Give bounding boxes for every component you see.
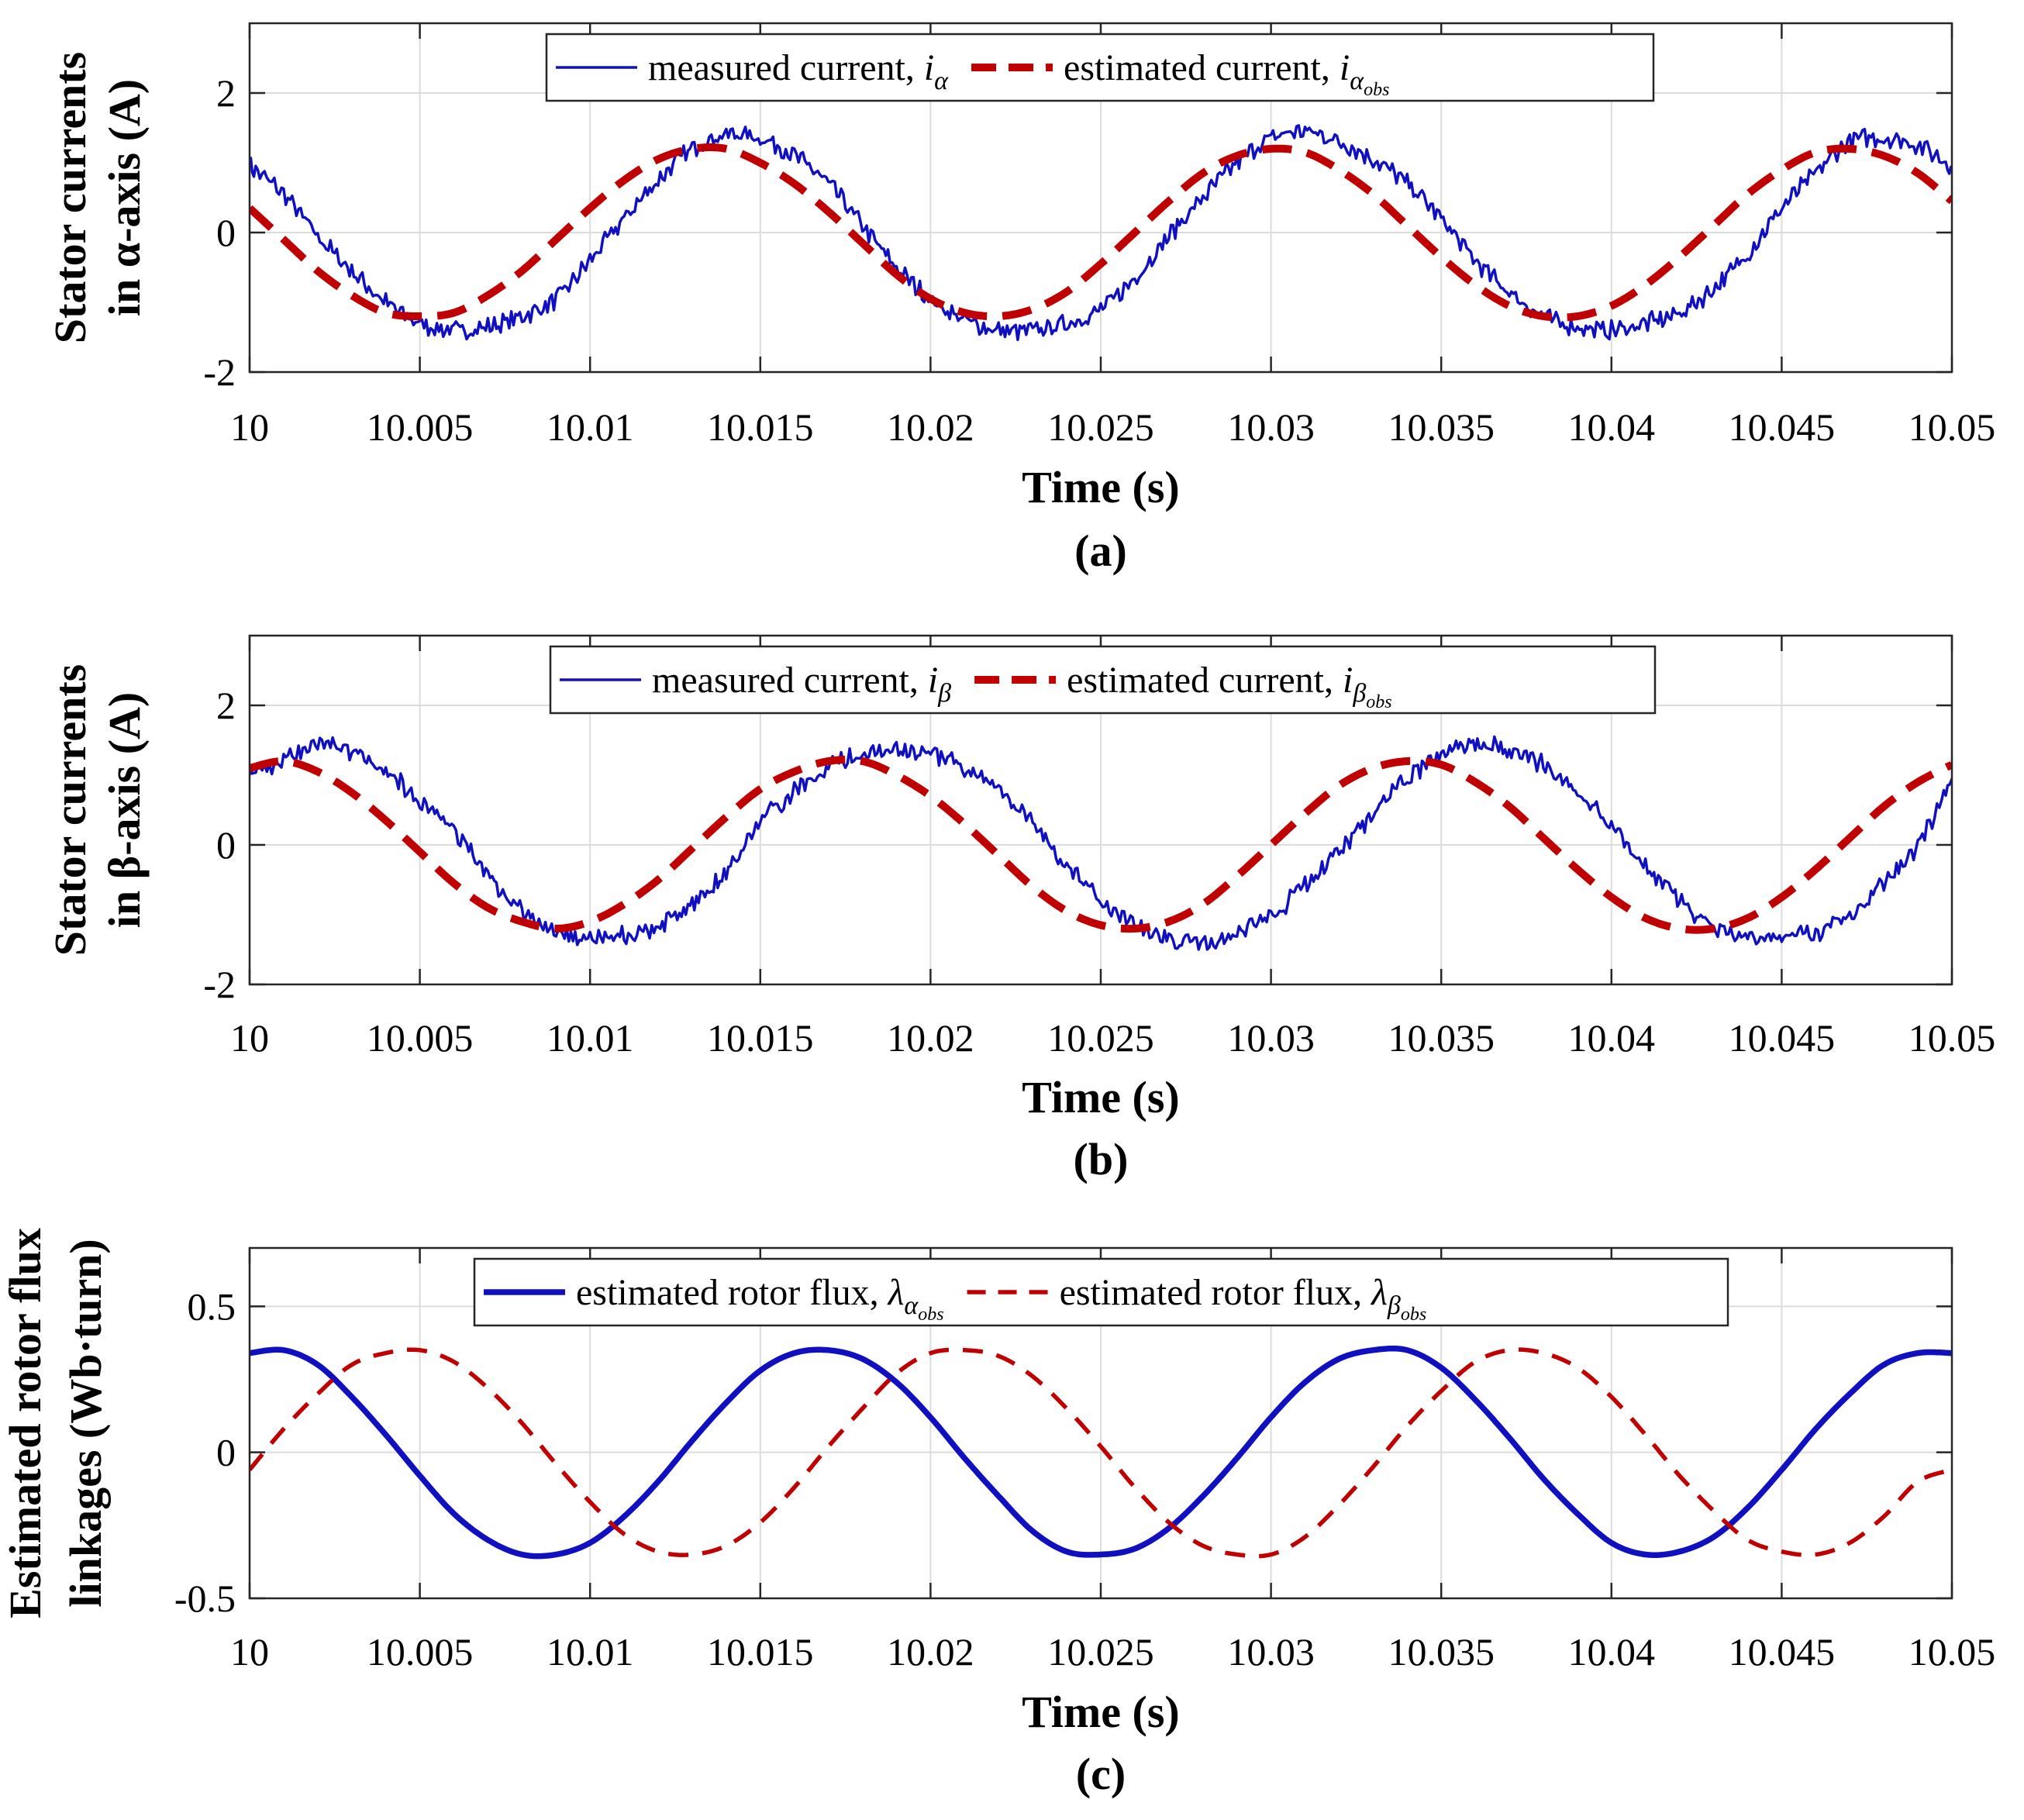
legend-label: estimated current, xyxy=(1067,660,1343,701)
x-tick-label: 10.005 xyxy=(367,405,474,449)
x-tick-label: 10.015 xyxy=(707,1630,814,1674)
legend-label: estimated rotor flux, xyxy=(1060,1272,1372,1313)
legend-subscript: α xyxy=(934,67,949,95)
x-tick-label: 10.04 xyxy=(1568,1016,1656,1060)
x-tick-label: 10.02 xyxy=(887,1016,974,1060)
x-tick-label: 10.05 xyxy=(1908,1016,1996,1060)
y-axis-label-line: Estimated rotor flux xyxy=(0,1228,50,1618)
legend-label: estimated rotor flux, xyxy=(576,1272,888,1313)
x-tick-label: 10.01 xyxy=(547,1630,634,1674)
x-tick-label: 10.03 xyxy=(1227,1630,1315,1674)
panel-label: (a) xyxy=(1074,526,1127,576)
tick-marks xyxy=(248,23,1953,374)
legend-label: measured current, xyxy=(648,47,924,88)
x-tick-label: 10.02 xyxy=(887,405,974,449)
y-axis-label-line: linkages (Wb·turn) xyxy=(60,1239,111,1607)
legend-label: estimated current, xyxy=(1064,47,1340,88)
y-axis-label-line: Stator currents xyxy=(45,664,95,956)
series-line-secondary xyxy=(250,143,1952,322)
legend-subscript: β xyxy=(1387,1291,1401,1320)
x-tick-label: 10 xyxy=(230,405,269,449)
x-tick-label: 10.045 xyxy=(1729,1630,1836,1674)
y-axis-label-line: Stator currents xyxy=(45,52,95,343)
x-tick-label: 10.035 xyxy=(1388,405,1495,449)
legend-box xyxy=(473,1257,1729,1327)
legend-label: measured current, xyxy=(652,660,928,701)
legend-entry: measured current, iα xyxy=(648,47,949,95)
legend-symbol: λ xyxy=(887,1272,905,1313)
x-tick-label: 10.015 xyxy=(707,405,814,449)
y-tick-label: -0.5 xyxy=(174,1577,236,1620)
y-tick-label: 0 xyxy=(216,1431,236,1474)
y-axis-label-line: in β-axis (A) xyxy=(99,692,150,928)
x-axis-label: Time (s) xyxy=(1022,1687,1180,1737)
legend-entry: estimated rotor flux, λβobs xyxy=(1060,1272,1427,1325)
legend-symbol: i xyxy=(924,47,934,88)
legend-symbol: i xyxy=(1343,660,1353,701)
x-tick-label: 10.05 xyxy=(1908,405,1996,449)
x-tick-label: 10.04 xyxy=(1568,1630,1656,1674)
legend-subscript: α xyxy=(1350,67,1364,95)
legend-symbol: i xyxy=(1340,47,1350,88)
x-tick-label: 10.025 xyxy=(1047,1630,1154,1674)
x-tick-label: 10.035 xyxy=(1388,1630,1495,1674)
legend-sub-subscript: obs xyxy=(1364,80,1389,100)
x-tick-label: 10.04 xyxy=(1568,405,1656,449)
legend-subscript: α xyxy=(904,1291,919,1320)
legend-entry: measured current, iβ xyxy=(652,660,951,708)
x-tick-label: 10.035 xyxy=(1388,1016,1495,1060)
x-tick-label: 10.005 xyxy=(367,1630,474,1674)
legend-sub-subscript: obs xyxy=(1401,1305,1426,1325)
legend-symbol: i xyxy=(928,660,938,701)
legend: measured current, iβ estimated current, i… xyxy=(549,645,1657,715)
x-tick-label: 10.03 xyxy=(1227,405,1315,449)
x-axis-label: Time (s) xyxy=(1022,462,1180,512)
panel-label: (c) xyxy=(1076,1749,1126,1799)
y-tick-label: 2 xyxy=(216,684,236,727)
legend-box xyxy=(545,33,1655,102)
x-tick-label: 10 xyxy=(230,1630,269,1674)
x-tick-label: 10 xyxy=(230,1016,269,1060)
series-line-primary xyxy=(250,735,1952,951)
x-tick-label: 10.025 xyxy=(1047,405,1154,449)
chart-panel-a: 10 10.005 10.01 10.015 10.02 10.025 10.03 10.03… xyxy=(45,22,1996,576)
x-tick-label: 10.05 xyxy=(1908,1630,1996,1674)
x-tick-label: 10.005 xyxy=(367,1016,474,1060)
legend-subscript: β xyxy=(937,679,951,708)
series-line-secondary xyxy=(250,756,1952,934)
series-line-secondary xyxy=(250,1347,1952,1559)
y-tick-label: 2 xyxy=(216,71,236,115)
x-tick-label: 10.03 xyxy=(1227,1016,1315,1060)
chart-panel-b: 10 10.005 10.01 10.015 10.02 10.025 10.03 10.03… xyxy=(45,634,1996,1184)
legend: measured current, iα estimated current, i… xyxy=(545,33,1655,102)
panel-label: (b) xyxy=(1074,1134,1129,1184)
legend-symbol: λ xyxy=(1370,1272,1388,1313)
x-tick-label: 10.01 xyxy=(547,405,634,449)
legend-sub-subscript: obs xyxy=(1366,692,1391,712)
x-tick-label: 10.045 xyxy=(1729,405,1836,449)
x-tick-label: 10.02 xyxy=(887,1630,974,1674)
y-tick-label: 0 xyxy=(216,211,236,254)
y-tick-label: 0 xyxy=(216,823,236,867)
legend-box xyxy=(549,645,1657,715)
series-line-primary xyxy=(250,1345,1952,1560)
legend-entry: estimated current, iβobs xyxy=(1067,660,1391,712)
y-tick-label: -2 xyxy=(203,350,236,394)
y-tick-label: -2 xyxy=(203,963,236,1006)
x-tick-label: 10.01 xyxy=(547,1016,634,1060)
legend-entry: estimated rotor flux, λαobs xyxy=(576,1272,944,1325)
y-axis-label-line: in α-axis (A) xyxy=(99,79,150,316)
y-tick-label: 0.5 xyxy=(188,1284,236,1328)
chart-panel-c: 10 10.005 10.01 10.015 10.02 10.025 10.03 10.03… xyxy=(0,1228,1995,1799)
legend-subscript: β xyxy=(1352,679,1366,708)
x-axis-label: Time (s) xyxy=(1022,1072,1180,1122)
x-tick-label: 10.015 xyxy=(707,1016,814,1060)
legend-sub-subscript: obs xyxy=(918,1305,943,1325)
x-tick-label: 10.025 xyxy=(1047,1016,1154,1060)
x-tick-label: 10.045 xyxy=(1729,1016,1836,1060)
legend-entry: estimated current, iαobs xyxy=(1064,47,1389,100)
series-line-primary xyxy=(250,124,1952,342)
